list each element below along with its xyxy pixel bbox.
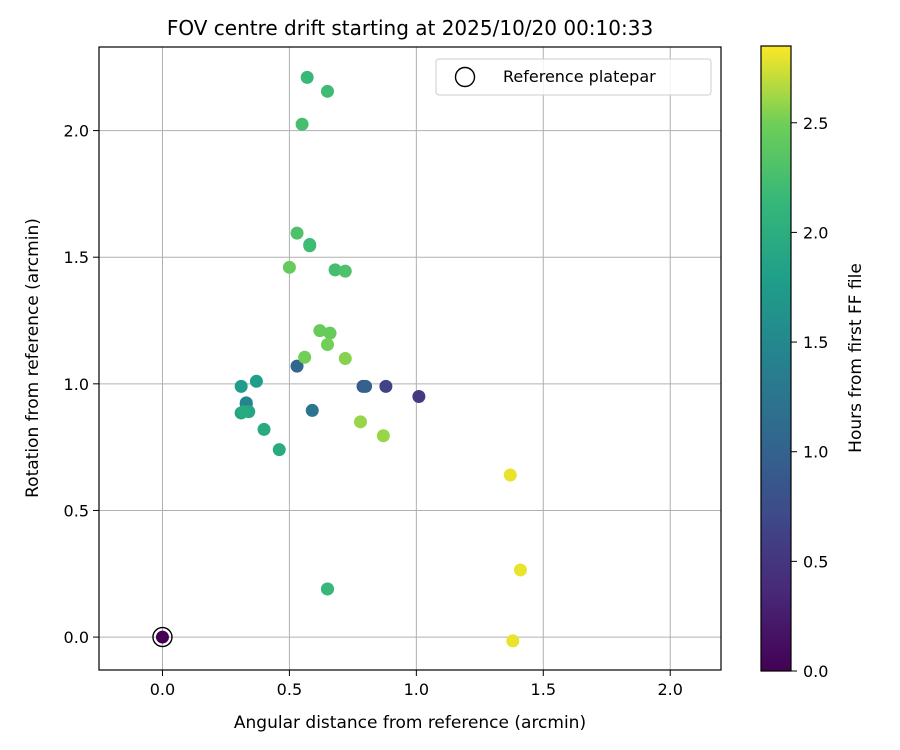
- colorbar-tick-label: 0.0: [803, 662, 828, 681]
- colorbar-tick-label: 2.0: [803, 223, 828, 242]
- colorbar-tick-label: 1.0: [803, 443, 828, 462]
- data-point: [272, 443, 286, 457]
- data-point: [412, 389, 426, 403]
- x-tick-label: 0.5: [277, 680, 302, 699]
- data-point: [376, 429, 390, 443]
- grid: [99, 47, 721, 670]
- chart-title: FOV centre drift starting at 2025/10/20 …: [167, 16, 653, 40]
- data-point: [257, 422, 271, 436]
- data-point: [503, 468, 517, 482]
- data-point: [249, 374, 263, 388]
- y-tick-label: 0.0: [64, 628, 89, 647]
- colorbar-gradient: [761, 46, 791, 671]
- y-tick-label: 0.5: [64, 501, 89, 520]
- data-point: [282, 260, 296, 274]
- colorbar-tick-label: 1.5: [803, 333, 828, 352]
- y-tick-label: 2.0: [64, 122, 89, 141]
- data-point: [313, 324, 327, 338]
- data-point: [338, 264, 352, 278]
- colorbar-tick-label: 2.5: [803, 114, 828, 133]
- legend-marker: [454, 66, 476, 88]
- colorbar-label: Hours from first FF file: [846, 263, 866, 453]
- y-axis-label: Rotation from reference (arcmin): [23, 218, 43, 498]
- data-point: [305, 403, 319, 417]
- x-tick-label: 0.0: [150, 680, 175, 699]
- colorbar-ticks: 0.0 0.5 1.0 1.5 2.0 2.5: [791, 114, 828, 681]
- data-point: [290, 226, 304, 240]
- data-point: [359, 379, 373, 393]
- x-tick-label: 1.0: [404, 680, 429, 699]
- data-point: [155, 630, 169, 644]
- colorbar-frame: [760, 45, 792, 672]
- data-points: [152, 70, 527, 648]
- data-point: [295, 117, 309, 131]
- legend: Reference platepar: [435, 58, 712, 96]
- x-tick-label: 1.5: [531, 680, 556, 699]
- data-point: [353, 415, 367, 429]
- data-point: [303, 239, 317, 253]
- data-point: [513, 563, 527, 577]
- reference-point-marker: [152, 626, 173, 648]
- data-point: [323, 326, 337, 340]
- data-point: [298, 350, 312, 364]
- y-tick-label: 1.0: [64, 375, 89, 394]
- data-point: [338, 352, 352, 365]
- data-point: [320, 582, 334, 596]
- legend-label: Reference platepar: [503, 67, 656, 86]
- legend-box: [435, 58, 712, 96]
- data-point: [300, 70, 314, 84]
- data-point: [320, 84, 334, 98]
- data-point: [328, 263, 342, 277]
- data-point: [237, 405, 251, 419]
- data-point: [290, 359, 304, 373]
- y-axis-ticks: 0.0 0.5 1.0 1.5 2.0: [64, 122, 99, 647]
- x-tick-label: 2.0: [657, 680, 682, 699]
- x-axis-label: Angular distance from reference (arcmin): [234, 713, 586, 733]
- data-point: [506, 634, 520, 648]
- y-tick-label: 1.5: [64, 248, 89, 267]
- plot-frame: [98, 46, 722, 671]
- data-point: [234, 379, 248, 393]
- x-axis-ticks: 0.0 0.5 1.0 1.5 2.0: [150, 670, 683, 699]
- data-point: [379, 379, 393, 393]
- data-point: [320, 338, 334, 352]
- colorbar-tick-label: 0.5: [803, 552, 828, 571]
